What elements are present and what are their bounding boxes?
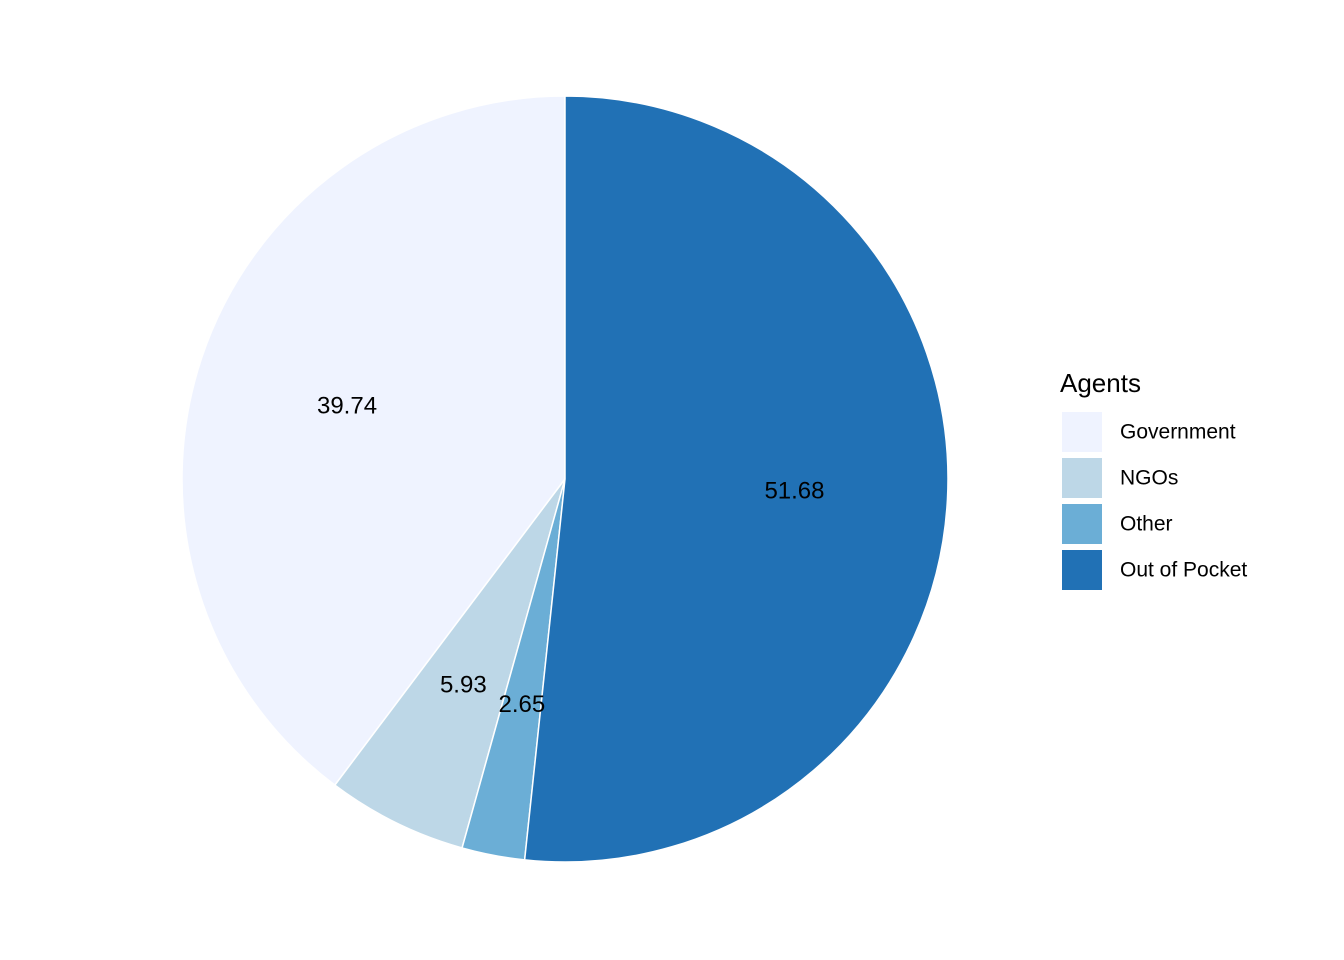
legend-label-out-of-pocket: Out of Pocket (1120, 559, 1247, 582)
legend-label-government: Government (1120, 421, 1236, 444)
pie-slices (181, 95, 949, 863)
pie-data-labels: 39.74 5.93 2.65 51.68 (317, 393, 825, 719)
legend-label-ngos: NGOs (1120, 467, 1178, 490)
data-label-out-of-pocket: 51.68 (764, 478, 824, 505)
pie-slice-government (181, 95, 566, 787)
legend-title: Agents (1060, 368, 1141, 398)
data-label-government: 39.74 (317, 393, 377, 420)
legend: Agents Government NGOs Other Out of Pocket (1060, 368, 1247, 590)
legend-key-government (1062, 412, 1102, 452)
data-label-other: 2.65 (499, 691, 546, 718)
legend-key-other (1062, 504, 1102, 544)
legend-key-out-of-pocket (1062, 550, 1102, 590)
legend-key-ngos (1062, 458, 1102, 498)
legend-items: Government NGOs Other Out of Pocket (1062, 412, 1247, 590)
legend-label-other: Other (1120, 513, 1173, 536)
pie-slice-ngos (333, 478, 566, 849)
data-label-ngos: 5.93 (440, 672, 487, 699)
pie-slice-out-of-pocket (523, 95, 949, 863)
